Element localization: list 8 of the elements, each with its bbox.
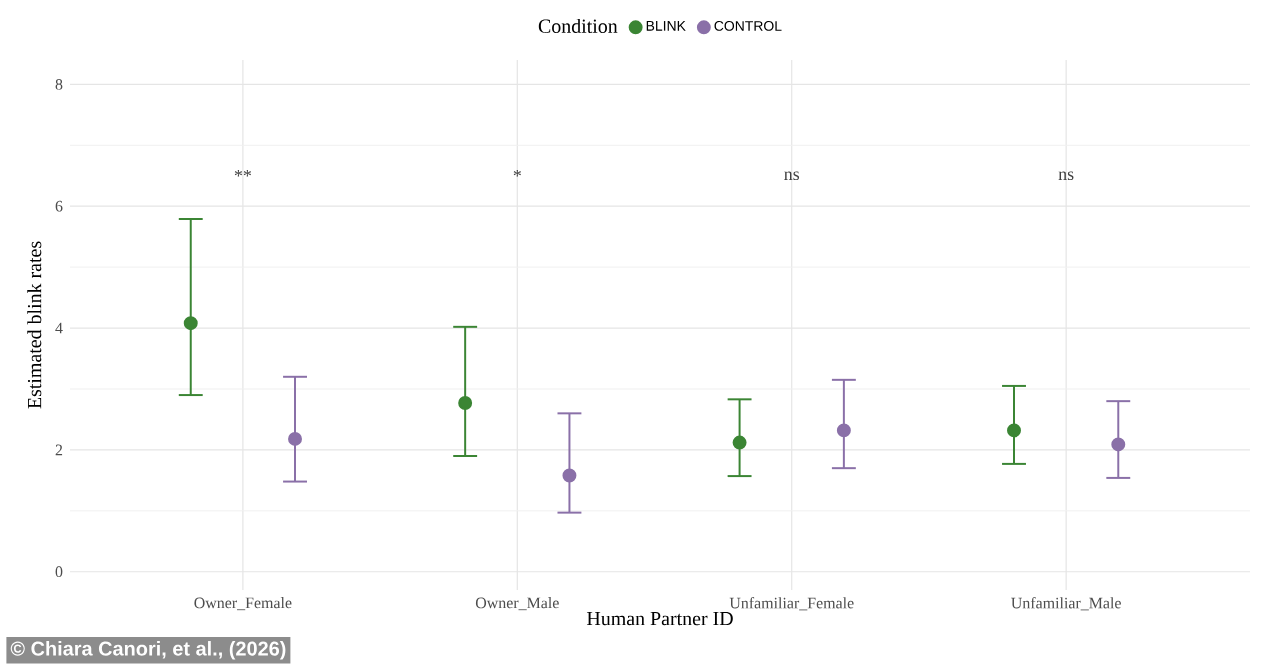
x-axis-title: Human Partner ID [586, 612, 733, 626]
y-axis-title: Estimated blink rates [27, 241, 42, 409]
annotation: ** [234, 169, 252, 177]
text: © Chiara Canori, et al., (2026) [10, 641, 286, 660]
legend-title: Condition [538, 18, 618, 33]
annotation: * [513, 169, 521, 177]
annotation: ns [784, 171, 800, 181]
annotation: ns [1058, 171, 1074, 181]
